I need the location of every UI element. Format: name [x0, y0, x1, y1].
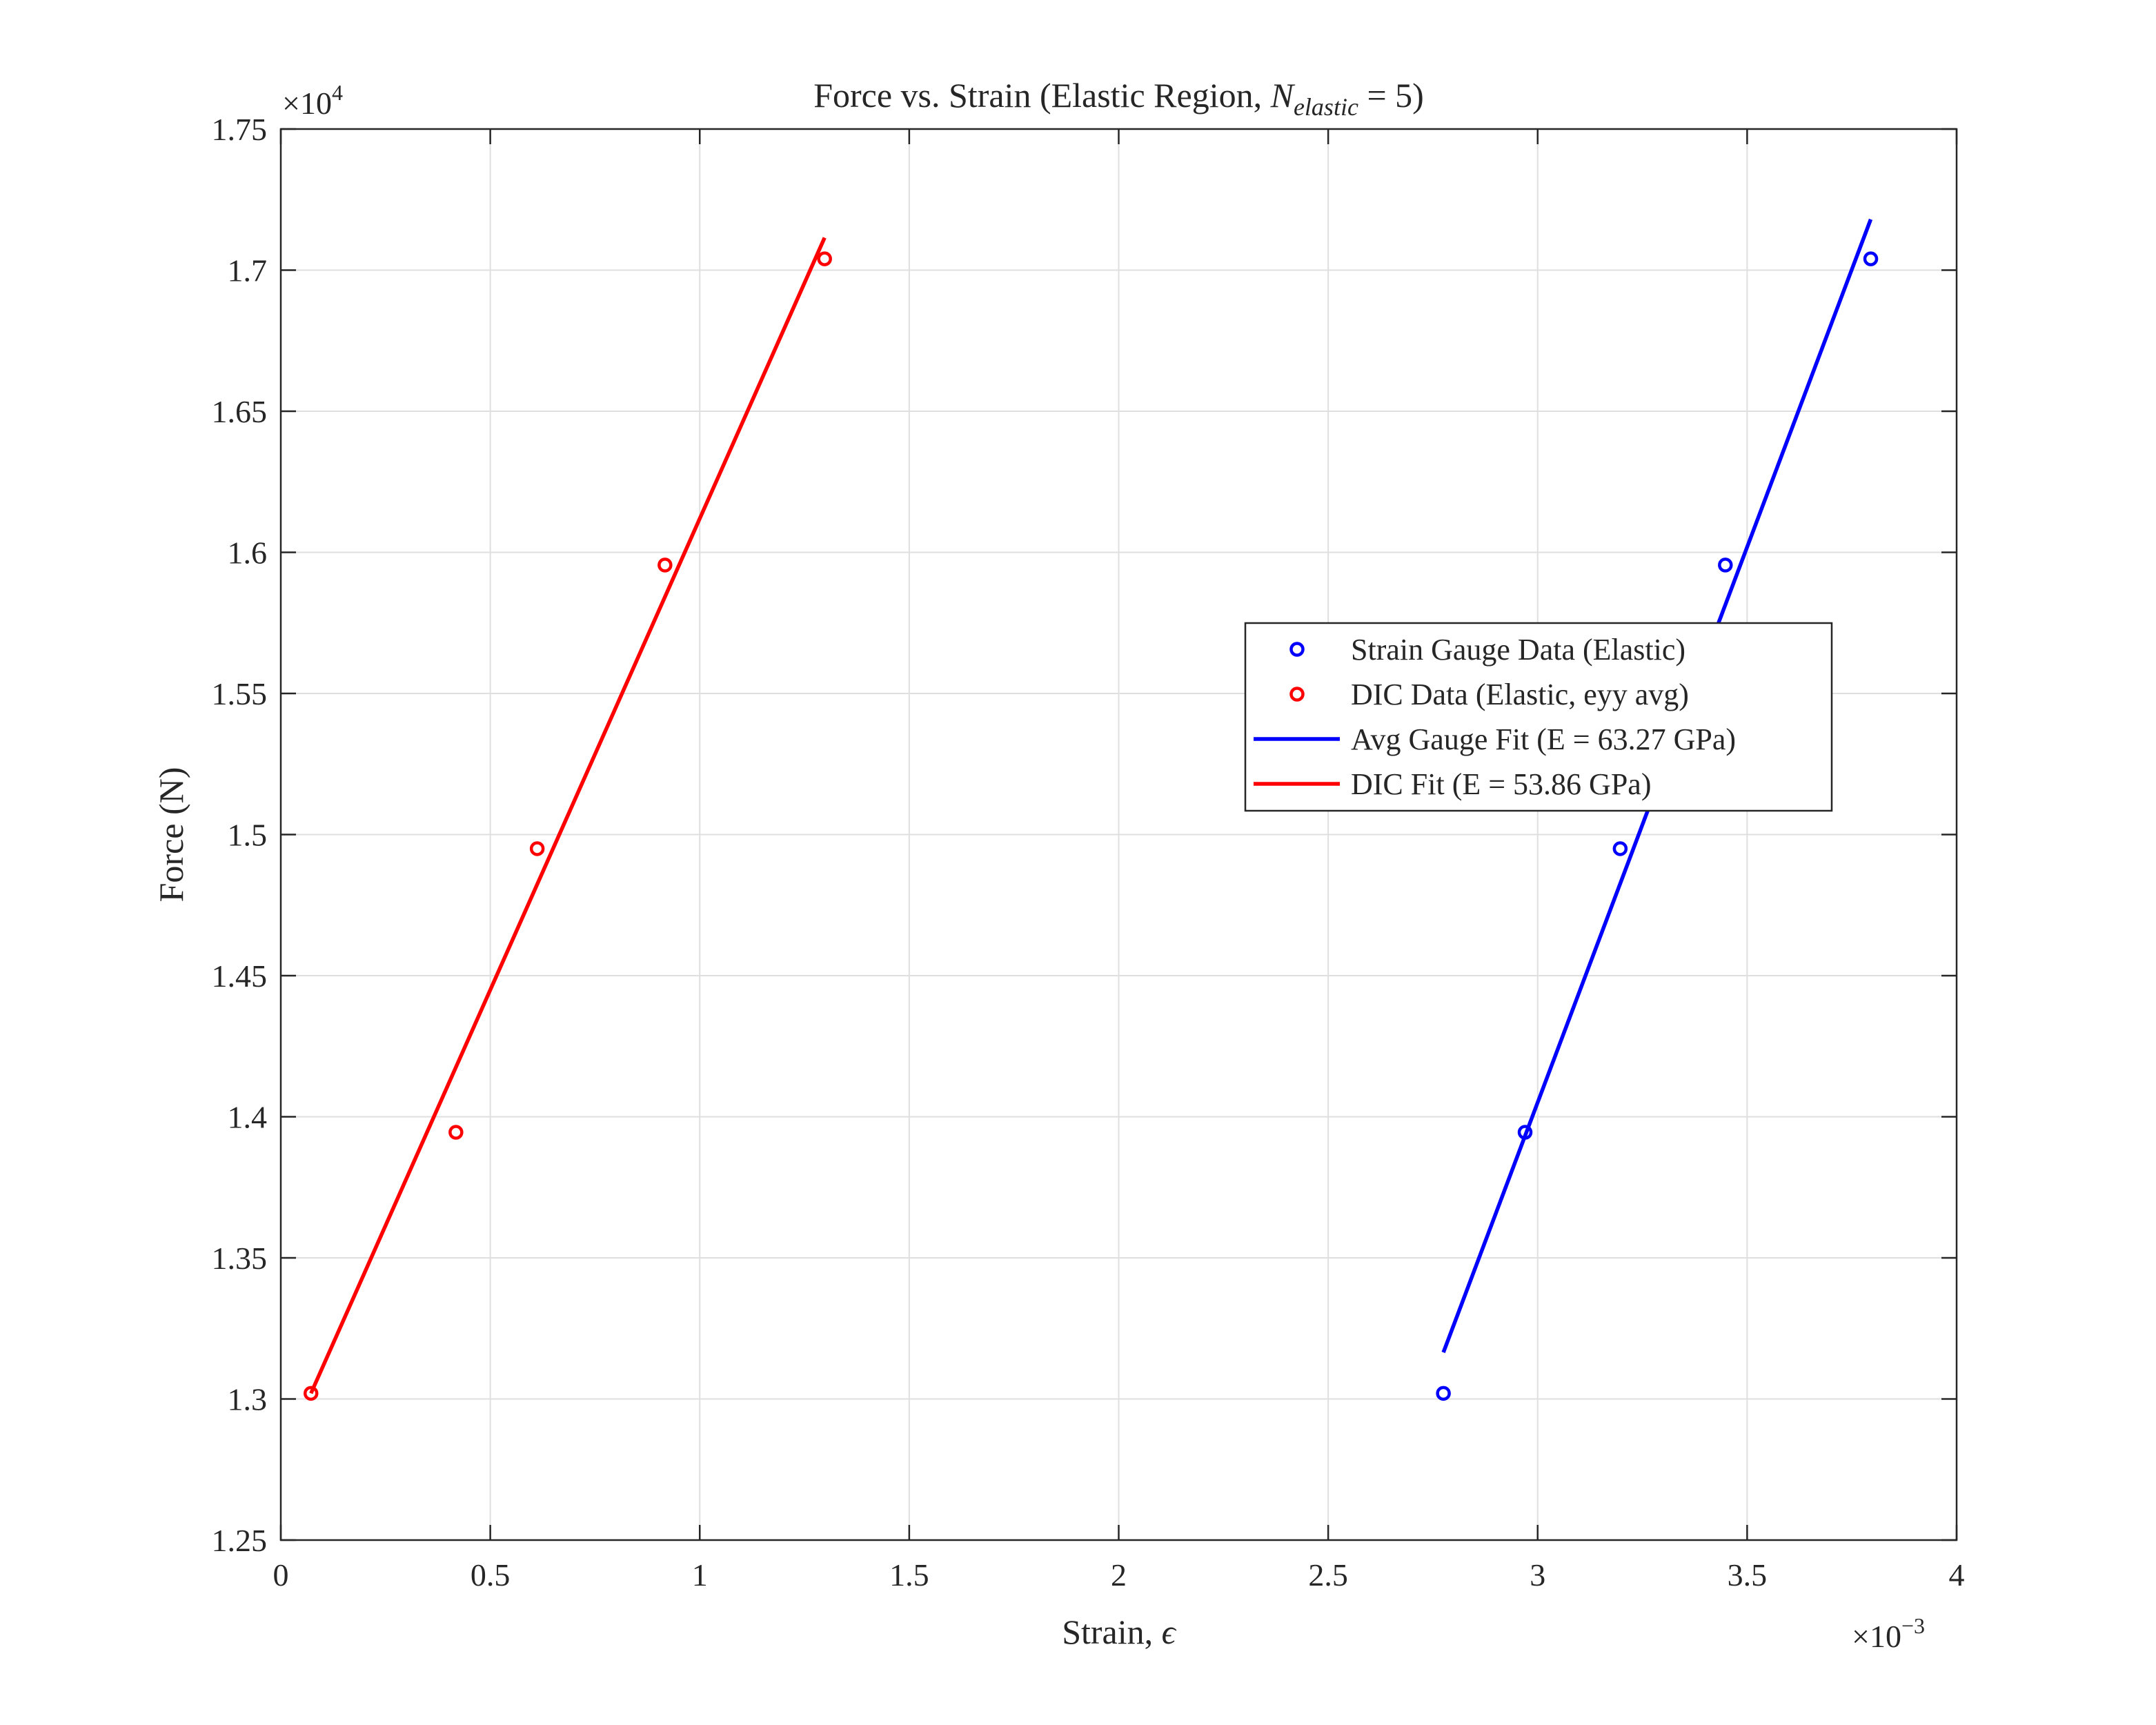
y-tick-label: 1.6 — [228, 535, 268, 571]
x-tick-label: 2 — [1111, 1557, 1127, 1593]
chart-title: Force vs. Strain (Elastic Region, Nelast… — [813, 76, 1424, 121]
y-tick-label: 1.35 — [212, 1241, 268, 1276]
y-tick-label: 1.45 — [212, 958, 268, 994]
data-point — [1612, 841, 1628, 856]
y-tick-label: 1.7 — [228, 253, 268, 288]
data-point — [1718, 558, 1733, 573]
legend-marker — [1289, 687, 1305, 702]
data-point — [1436, 1386, 1451, 1401]
x-tick-label: 2.5 — [1308, 1557, 1348, 1593]
y-tick-label: 1.5 — [228, 818, 268, 853]
axis-ticks: 0 0.5 1 1.5 2 2.5 3 3.5 4 1.25 1.3 1.35 1.4 1.45 1.5 1.… — [212, 112, 1965, 1593]
x-tick-label: 3 — [1530, 1557, 1545, 1593]
y-axis-exponent: ×104 — [282, 80, 343, 121]
x-tick-label: 0 — [273, 1557, 289, 1593]
data-point — [448, 1125, 464, 1140]
y-tick-label: 1.75 — [212, 112, 268, 147]
data-point — [1863, 251, 1879, 266]
data-point — [1517, 1125, 1533, 1140]
x-tick-label: 1 — [692, 1557, 708, 1593]
legend-entry-label: Strain Gauge Data (Elastic) — [1351, 633, 1685, 667]
data-point — [303, 1386, 319, 1401]
y-tick-label: 1.3 — [228, 1382, 268, 1417]
legend-entry-label: Avg Gauge Fit (E = 63.27 GPa) — [1351, 722, 1736, 756]
x-tick-label: 4 — [1949, 1557, 1965, 1593]
x-tick-label: 0.5 — [471, 1557, 511, 1593]
y-tick-label: 1.55 — [212, 676, 268, 711]
x-tick-label: 3.5 — [1728, 1557, 1768, 1593]
grid-lines — [280, 128, 1957, 1541]
legend: Strain Gauge Data (Elastic) DIC Data (Ela… — [1244, 622, 1833, 812]
x-axis-exponent: ×10−3 — [1852, 1613, 1925, 1654]
y-tick-label: 1.65 — [212, 394, 268, 429]
x-tick-label: 1.5 — [889, 1557, 929, 1593]
legend-entry-label: DIC Fit (E = 53.86 GPa) — [1351, 767, 1651, 801]
x-axis-label: Strain, ϵ — [1062, 1613, 1176, 1651]
y-axis-label: Force (N) — [152, 767, 190, 903]
fit-line — [309, 237, 827, 1394]
data-point — [529, 841, 545, 856]
data-point — [657, 558, 673, 573]
legend-marker — [1289, 642, 1305, 657]
legend-entry-label: DIC Data (Elastic, eyy avg) — [1351, 678, 1689, 711]
legend-box — [1244, 622, 1833, 812]
y-tick-label: 1.4 — [228, 1100, 268, 1135]
y-tick-label: 1.25 — [212, 1523, 268, 1558]
data-point — [817, 251, 832, 266]
